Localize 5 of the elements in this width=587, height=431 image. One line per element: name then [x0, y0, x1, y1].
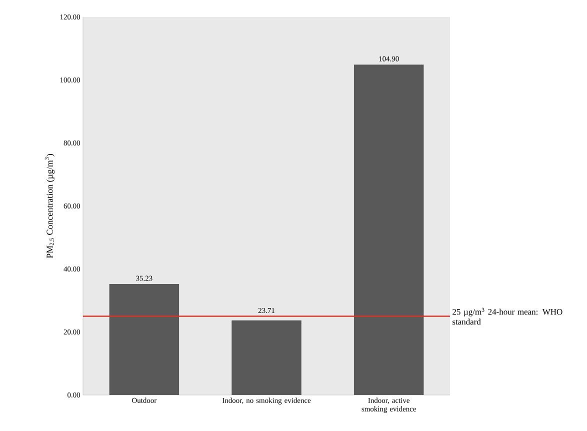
bar [109, 284, 180, 395]
bar [232, 320, 302, 395]
y-axis-title: PM$_{2.5}$ Concentration (µg/m$^{3}$) [44, 154, 55, 258]
bar [354, 64, 424, 395]
ref-line-label: 25 µg/m$^{3}$ 24-hour mean: WHO standard [452, 308, 562, 325]
